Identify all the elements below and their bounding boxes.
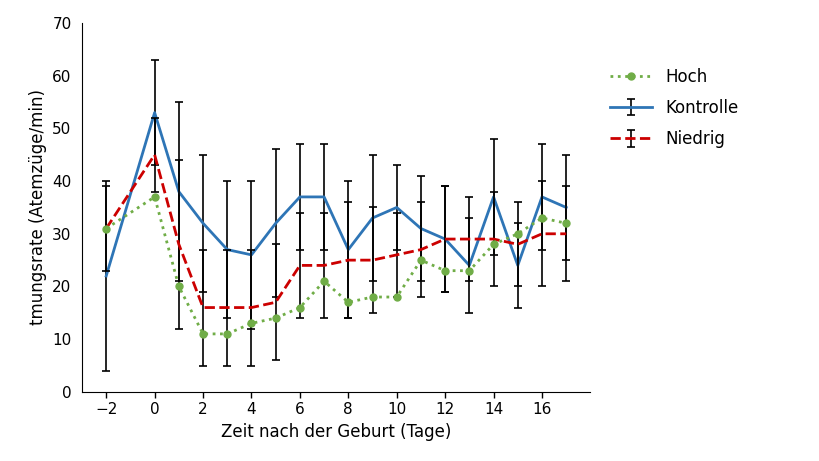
X-axis label: Zeit nach der Geburt (Tage): Zeit nach der Geburt (Tage) [221, 423, 450, 441]
Hoch [222, 331, 232, 337]
Hoch [560, 220, 570, 226]
Hoch [440, 268, 450, 273]
Hoch [198, 331, 208, 337]
Hoch [295, 305, 305, 310]
Hoch [536, 215, 546, 221]
Y-axis label: tmungsrate (Atemzüge/min): tmungsrate (Atemzüge/min) [29, 89, 47, 325]
Hoch [319, 278, 328, 284]
Hoch [270, 315, 280, 321]
Hoch [391, 294, 401, 300]
Hoch [150, 194, 160, 200]
Hoch [464, 268, 473, 273]
Line: Hoch: Hoch [102, 194, 569, 337]
Legend: Hoch, Kontrolle, Niedrig: Hoch, Kontrolle, Niedrig [603, 61, 744, 155]
Hoch [174, 284, 183, 289]
Hoch [415, 257, 425, 263]
Hoch [247, 320, 256, 326]
Hoch [367, 294, 377, 300]
Hoch [512, 231, 522, 236]
Hoch [102, 226, 111, 231]
Hoch [343, 300, 353, 305]
Hoch [488, 242, 498, 247]
